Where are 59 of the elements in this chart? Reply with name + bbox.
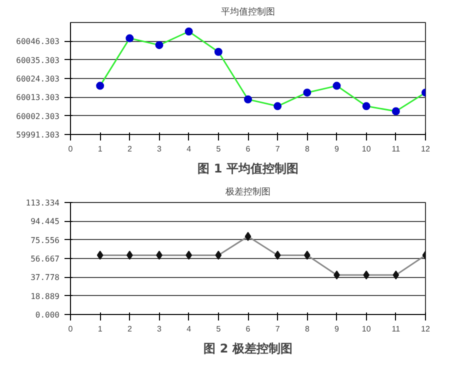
x-tick-label: 0: [68, 144, 74, 154]
y-tick-label: 94.445: [30, 217, 60, 226]
x-tick-label: 10: [362, 324, 372, 334]
point: [96, 250, 104, 260]
x-tick-label: 8: [304, 324, 310, 334]
point: [392, 107, 400, 116]
point: [155, 41, 164, 50]
y-tick-label: 60024.303: [16, 74, 60, 84]
x-tick-label: 9: [334, 324, 340, 334]
point: [362, 102, 370, 110]
point: [274, 102, 282, 110]
x-tick-label: 7: [275, 324, 280, 334]
x-tick-label: 11: [392, 144, 401, 154]
x-tick-label: 1: [98, 324, 103, 334]
point: [215, 250, 222, 260]
x-tick-label: 7: [275, 144, 280, 154]
y-tick-label: 60002.303: [16, 112, 60, 121]
point: [332, 82, 341, 90]
x-tick-label: 12: [421, 144, 430, 154]
x-tick-label: 6: [246, 144, 251, 154]
x-tick-label: 10: [362, 144, 372, 154]
y-tick-label: 0.000: [35, 310, 60, 320]
y-tick-label: 18.889: [30, 292, 60, 301]
x-tick-label: 5: [216, 144, 222, 154]
x-tick-label: 11: [392, 324, 401, 334]
x-tick-label: 6: [246, 324, 251, 334]
point: [214, 48, 222, 56]
x-tick-label: 2: [127, 144, 132, 154]
y-tick-label: 37.778: [30, 273, 60, 282]
point: [244, 232, 252, 241]
point: [244, 95, 252, 104]
x-tick-label: 12: [421, 324, 430, 334]
y-tick-label: 60035.303: [16, 56, 60, 65]
x-tick-label: 1: [98, 144, 103, 154]
point: [126, 34, 134, 42]
caption: 图 2 极差控制图: [204, 342, 292, 356]
y-tick-label: 75.556: [30, 236, 60, 245]
y-tick-label: 60046.303: [16, 37, 60, 46]
x-tick-label: 5: [216, 324, 222, 334]
caption: 图 1 平均值控制图: [198, 162, 298, 176]
x-tick-label: 0: [68, 324, 74, 334]
point: [184, 28, 193, 36]
y-tick-label: 113.334: [26, 198, 60, 208]
x-tick-label: 3: [157, 324, 162, 334]
x-tick-label: 2: [127, 324, 132, 334]
y-tick-label: 60013.303: [16, 93, 60, 102]
y-tick-label: 59991.303: [16, 130, 60, 140]
x-tick-label: 8: [304, 144, 310, 154]
chart-title: 平均值控制图: [221, 6, 275, 18]
x-tick-label: 3: [157, 144, 162, 154]
x-tick-label: 4: [186, 324, 192, 334]
point: [392, 270, 400, 280]
x-tick-label: 9: [334, 144, 340, 154]
point: [274, 250, 281, 260]
y-tick-label: 56.667: [30, 254, 60, 264]
chart-title: 极差控制图: [224, 186, 270, 198]
point: [96, 82, 104, 90]
point: [303, 88, 312, 97]
x-tick-label: 4: [186, 144, 192, 154]
